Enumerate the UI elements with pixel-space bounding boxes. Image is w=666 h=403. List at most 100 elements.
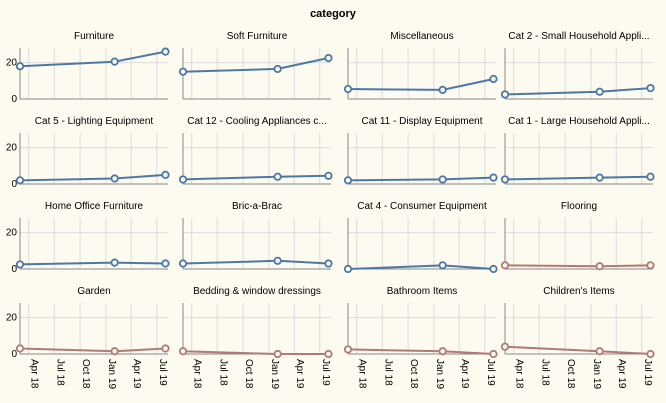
data-point: [110, 174, 119, 183]
facet-panel: Garden 0 20 Apr 18 Jul 18 Oct 18 Jan 19 Apr 19 J…: [6, 286, 170, 389]
x-tick-label: Oct 18: [565, 359, 576, 389]
series-line: [19, 261, 166, 266]
data-point: [178, 67, 188, 76]
x-tick-label: Jul 19: [157, 359, 168, 386]
data-point: [161, 344, 170, 353]
panel-title: Cat 1 - Large Household Appli...: [508, 116, 650, 127]
data-point: [489, 349, 498, 359]
x-tick-label: Apr 19: [131, 359, 142, 389]
data-point: [324, 171, 333, 180]
facet-panel: Children's Items Apr 18 Jul 18 Oct 18 Jan 19…: [500, 286, 655, 389]
data-point: [161, 47, 170, 56]
data-point: [343, 345, 353, 354]
y-tick-label: 20: [6, 143, 18, 154]
x-tick-label: Apr 19: [616, 359, 627, 389]
x-tick-label: Jul 18: [54, 359, 65, 386]
series-line: [504, 175, 651, 181]
series-line: [347, 348, 494, 355]
panel-title: Garden: [77, 286, 110, 297]
y-tick-label: 20: [6, 58, 18, 69]
data-point: [646, 261, 655, 270]
facet-panel: Flooring: [500, 201, 655, 271]
x-tick-label: Jul 18: [382, 359, 393, 386]
data-point: [178, 347, 188, 356]
panel-title: Bathroom Items: [387, 286, 458, 297]
data-point: [273, 349, 282, 359]
series-line: [19, 50, 166, 68]
series-line: [504, 345, 651, 355]
facet-panel: Cat 4 - Consumer Equipment: [343, 201, 498, 274]
x-tick-label: Apr 18: [357, 359, 368, 389]
series-line: [182, 174, 329, 181]
data-point: [438, 85, 447, 94]
facet-panel: Home Office Furniture 0 20: [6, 201, 170, 275]
data-point: [500, 342, 510, 351]
data-point: [489, 74, 498, 84]
x-tick-label: Oct 18: [80, 359, 91, 389]
data-point: [178, 259, 188, 268]
y-tick-label: 0: [11, 94, 17, 105]
data-point: [110, 347, 119, 356]
data-point: [15, 176, 25, 185]
data-point: [110, 57, 119, 66]
x-tick-label: Oct 18: [408, 359, 419, 389]
panel-title: Bric-a-Brac: [232, 201, 282, 212]
data-point: [161, 170, 170, 179]
facet-panels: Furniture 0 20 Soft Furniture Miscellaneous C…: [6, 31, 655, 389]
panel-title: Bedding & window dressings: [193, 286, 321, 297]
series-line: [347, 176, 494, 182]
facet-panel: Cat 2 - Small Household Appli...: [500, 31, 655, 100]
series-line: [347, 264, 494, 270]
panel-title: Flooring: [561, 201, 597, 212]
data-point: [489, 264, 498, 274]
series-line: [182, 259, 329, 265]
data-point: [646, 83, 655, 93]
data-point: [324, 349, 333, 359]
data-point: [161, 259, 170, 268]
series-line: [347, 78, 494, 91]
y-tick-label: 0: [11, 179, 17, 190]
data-point: [273, 64, 282, 74]
data-point: [500, 261, 510, 270]
panel-title: Soft Furniture: [227, 31, 288, 42]
chart-title: category: [310, 8, 357, 20]
facet-panel: Cat 5 - Lighting Equipment 0 20: [6, 116, 170, 190]
x-tick-label: Jan 19: [269, 359, 280, 389]
x-tick-label: Apr 18: [192, 359, 203, 389]
data-point: [595, 262, 604, 271]
facet-panel: Cat 12 - Cooling Appliances c...: [178, 116, 333, 185]
facet-panel: Cat 11 - Display Equipment: [343, 116, 498, 185]
data-point: [438, 175, 447, 184]
y-tick-label: 20: [6, 228, 18, 239]
y-tick-label: 0: [11, 264, 17, 275]
series-line: [19, 173, 166, 182]
panel-title: Cat 11 - Display Equipment: [362, 116, 483, 127]
data-point: [343, 176, 353, 185]
data-point: [500, 175, 510, 184]
panel-title: Cat 4 - Consumer Equipment: [357, 201, 487, 212]
facet-panel: Bathroom Items Apr 18 Jul 18 Oct 18 Jan 19 Ap…: [343, 286, 498, 389]
x-tick-label: Jan 19: [106, 359, 117, 389]
x-tick-label: Jan 19: [434, 359, 445, 389]
facet-panel: Cat 1 - Large Household Appli...: [500, 116, 655, 185]
data-point: [500, 90, 510, 99]
series-line: [504, 264, 651, 268]
data-point: [438, 347, 447, 356]
data-point: [343, 264, 353, 274]
series-line: [182, 57, 329, 73]
data-point: [646, 172, 655, 181]
y-tick-label: 20: [6, 313, 18, 324]
panel-title: Cat 2 - Small Household Appli...: [508, 31, 649, 42]
series-line: [19, 347, 166, 353]
x-tick-label: Jul 19: [320, 359, 331, 386]
x-tick-label: Jul 19: [642, 359, 653, 386]
data-point: [15, 260, 25, 269]
data-point: [595, 173, 604, 182]
data-point: [15, 62, 25, 71]
panel-title: Home Office Furniture: [45, 201, 144, 212]
x-tick-label: Apr 18: [29, 359, 40, 389]
data-point: [438, 261, 447, 270]
data-point: [324, 259, 333, 268]
data-point: [595, 87, 604, 96]
